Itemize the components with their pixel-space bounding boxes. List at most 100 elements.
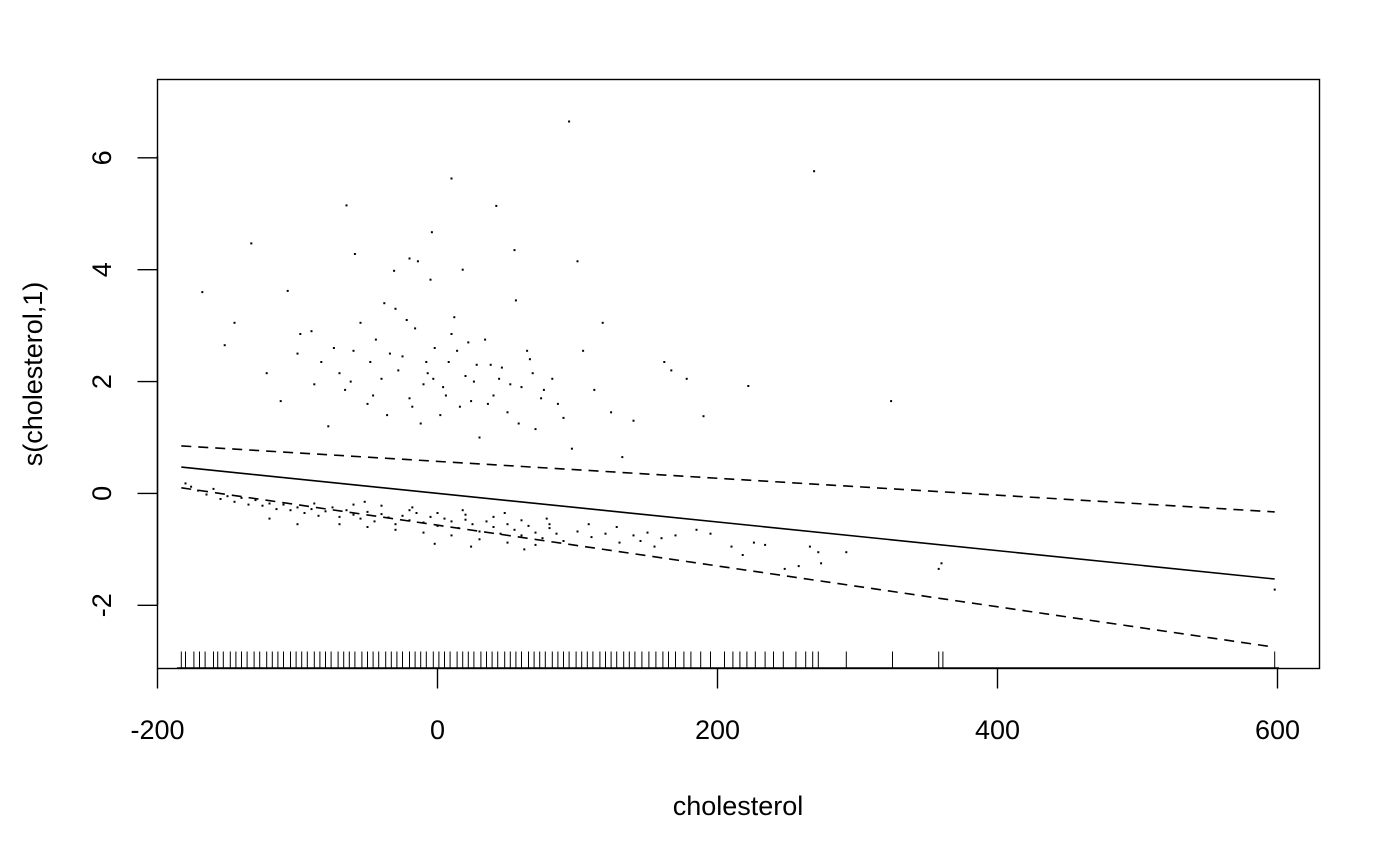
- y-tick-label: -2: [87, 593, 117, 617]
- residual-point: [397, 369, 400, 372]
- residual-point: [366, 510, 369, 513]
- residual-point: [570, 447, 573, 450]
- residual-point: [190, 485, 193, 488]
- residual-point: [663, 361, 666, 363]
- residual-point: [411, 405, 414, 408]
- residual-point: [528, 358, 531, 361]
- residual-point: [695, 528, 698, 531]
- residual-point: [250, 242, 253, 245]
- residual-point: [615, 526, 618, 528]
- residual-point: [394, 528, 397, 531]
- residual-point: [419, 422, 422, 425]
- residual-point: [444, 394, 447, 397]
- residual-point: [422, 531, 425, 534]
- residual-point: [513, 249, 516, 252]
- residual-point: [475, 363, 478, 366]
- residual-point: [411, 506, 414, 509]
- residual-point: [548, 527, 551, 530]
- fit-lines: [181, 445, 1275, 648]
- residual-point: [324, 510, 327, 513]
- residual-point: [205, 493, 208, 496]
- residual-point: [471, 523, 474, 526]
- residual-point: [345, 509, 348, 512]
- residual-point: [380, 377, 383, 380]
- residual-point: [495, 204, 498, 207]
- residual-point: [492, 394, 495, 397]
- residual-point: [233, 500, 236, 503]
- residual-point: [359, 321, 362, 324]
- residual-point: [660, 537, 663, 540]
- residual-point: [523, 548, 526, 551]
- residual-point: [383, 302, 386, 305]
- residual-point: [353, 253, 356, 255]
- residual-point: [426, 372, 429, 375]
- residual-point: [414, 327, 417, 330]
- residual-point: [764, 543, 767, 546]
- y-axis-label: s(cholesterol,1): [18, 282, 48, 467]
- residual-point: [484, 338, 487, 341]
- residual-point: [464, 513, 467, 516]
- residual-point: [380, 513, 383, 516]
- residual-point: [450, 534, 453, 537]
- residual-point: [394, 523, 397, 526]
- residual-point: [331, 506, 334, 509]
- residual-point: [506, 411, 509, 414]
- residual-point: [408, 397, 411, 400]
- residual-point: [517, 422, 520, 425]
- residual-point: [201, 291, 204, 294]
- residual-point: [416, 260, 419, 263]
- residual-point: [429, 278, 432, 281]
- residual-point: [184, 482, 187, 485]
- residual-point: [432, 377, 435, 380]
- residual-point: [531, 372, 534, 375]
- residual-point: [352, 503, 355, 506]
- residual-point: [499, 532, 502, 535]
- residual-point: [601, 321, 604, 324]
- residual-point: [890, 400, 893, 403]
- residual-point: [542, 388, 545, 391]
- residual-point: [338, 515, 341, 518]
- residual-point: [527, 524, 530, 527]
- residual-point: [447, 361, 450, 363]
- residual-point: [286, 289, 289, 292]
- residual-point: [562, 416, 565, 419]
- residual-point: [408, 257, 411, 260]
- residual-point: [593, 388, 596, 391]
- residual-point: [492, 515, 495, 518]
- residual-point: [632, 534, 635, 537]
- residual-point: [386, 414, 389, 417]
- residual-point: [709, 532, 712, 535]
- residual-point: [373, 520, 376, 523]
- residual-point: [388, 352, 391, 355]
- residual-point: [674, 534, 677, 537]
- residual-point: [433, 542, 436, 545]
- residual-point: [338, 523, 341, 526]
- residual-point: [478, 436, 481, 439]
- residual-point: [429, 515, 432, 518]
- residual-points: [184, 120, 1276, 591]
- residual-point: [261, 504, 264, 507]
- residual-point: [604, 532, 607, 535]
- residual-point: [526, 349, 529, 352]
- residual-point: [813, 170, 816, 173]
- residual-point: [363, 500, 366, 503]
- residual-point: [534, 543, 537, 546]
- residual-point: [937, 567, 940, 570]
- residual-point: [498, 377, 501, 380]
- fit-line: [181, 466, 1275, 580]
- residual-point: [555, 532, 558, 535]
- residual-point: [320, 361, 323, 363]
- residual-point: [299, 333, 302, 335]
- residual-point: [534, 531, 537, 534]
- residual-point: [534, 428, 537, 431]
- residual-point: [653, 545, 656, 548]
- residual-point: [436, 512, 439, 514]
- residual-point: [279, 400, 282, 403]
- residual-point: [464, 375, 467, 377]
- residual-point: [514, 299, 517, 302]
- residual-point: [344, 388, 347, 391]
- residual-point: [702, 415, 705, 418]
- residual-point: [548, 523, 551, 526]
- rug-ticks: [180, 651, 1276, 669]
- y-axis: -2 0 2 4 6: [87, 150, 159, 617]
